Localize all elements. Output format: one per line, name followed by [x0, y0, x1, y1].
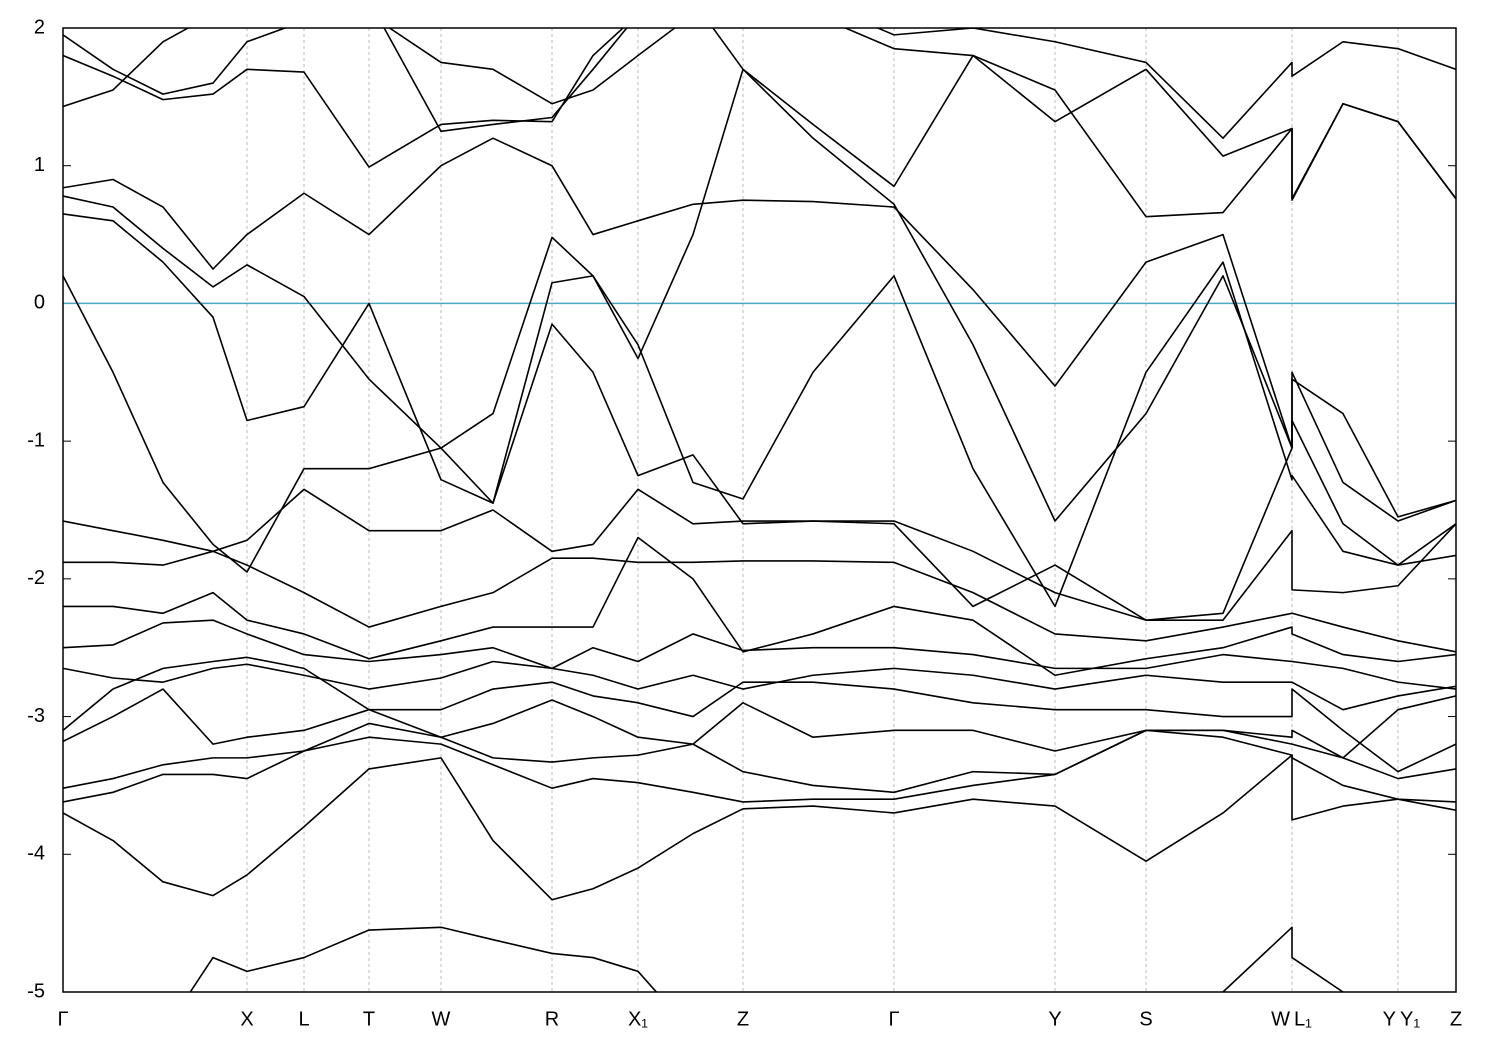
x-tick-label: W	[1271, 1008, 1290, 1030]
y-tick-label: 2	[34, 16, 45, 38]
x-tick-label: Y₁	[1400, 1008, 1420, 1030]
x-tick-label: Z	[1450, 1008, 1462, 1030]
band-line	[63, 729, 1456, 803]
band-line	[189, 926, 1345, 992]
band-line	[63, 754, 1456, 901]
plot-frame	[62, 27, 1457, 993]
bands	[63, 28, 1456, 992]
x-tick-label: Y	[1048, 1008, 1061, 1030]
band-line	[63, 137, 1456, 518]
x-tick-label: X₁	[628, 1008, 648, 1030]
x-tick-label: R	[545, 1008, 559, 1030]
grid	[62, 27, 1457, 993]
y-tick-label: -4	[27, 843, 45, 865]
y-tick-label: 0	[34, 292, 45, 314]
band-line	[63, 275, 1456, 621]
band-line	[63, 688, 1456, 759]
y-tick-label: 1	[34, 154, 45, 176]
x-tick-label: Γ	[888, 1008, 899, 1030]
x-tick-label: Γ	[57, 1008, 68, 1030]
y-tick-label: -2	[27, 567, 45, 589]
band-line	[63, 550, 1456, 653]
x-tick-label: T	[363, 1008, 375, 1030]
band-line	[63, 660, 1456, 711]
x-tick-label: X	[240, 1008, 253, 1030]
x-tick-label: Y	[1383, 1008, 1396, 1030]
x-tick-label: S	[1139, 1008, 1152, 1030]
y-tick-label: -5	[27, 980, 45, 1002]
x-tick-label: Z	[737, 1008, 749, 1030]
band-line	[63, 536, 1456, 677]
band-line	[63, 488, 1456, 621]
band-line	[63, 28, 1456, 139]
x-tick-label: L	[298, 1008, 309, 1030]
band-line	[63, 28, 1456, 218]
x-tick-label: L₁	[1294, 1008, 1312, 1030]
y-tick-label: -3	[27, 705, 45, 727]
band-line	[63, 619, 1456, 690]
band-line	[63, 722, 1456, 794]
y-tick-label: -1	[27, 429, 45, 451]
band-line	[63, 68, 1456, 522]
band-line	[63, 213, 1456, 608]
x-tick-label: W	[432, 1008, 451, 1030]
band-line	[63, 28, 1456, 201]
band-line	[63, 656, 1456, 773]
